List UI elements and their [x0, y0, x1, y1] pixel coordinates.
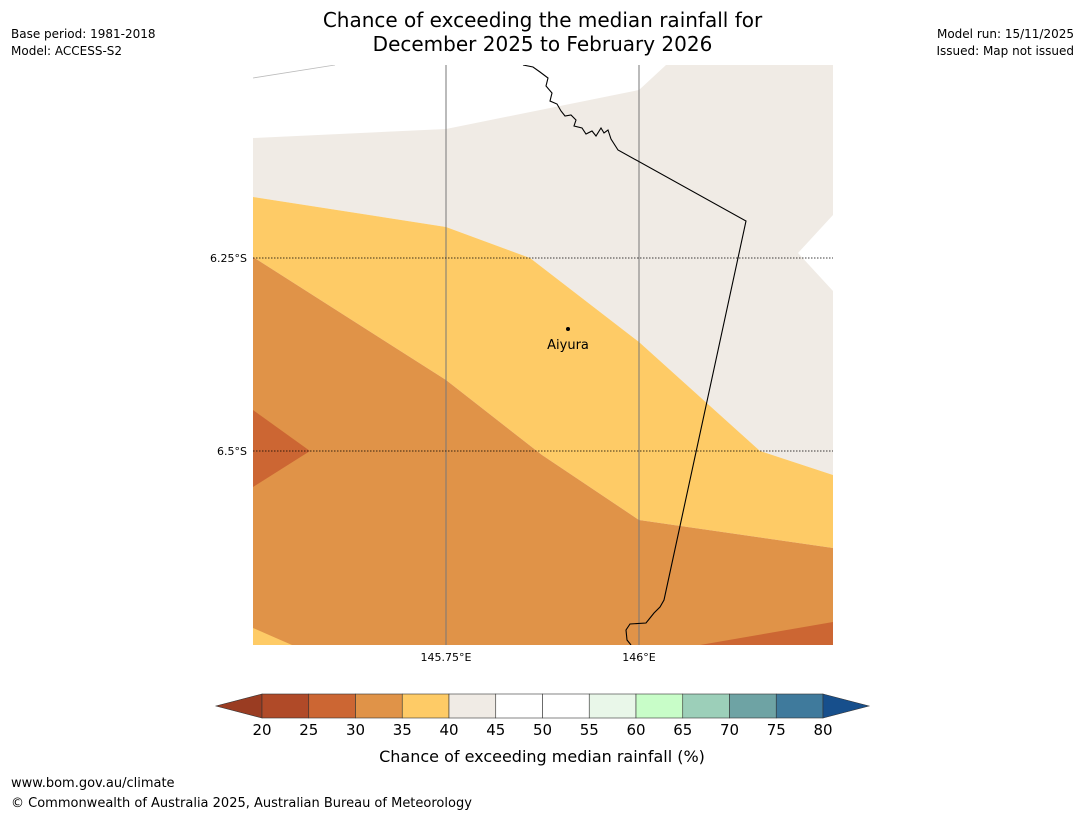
- colorbar-tick-label: 20: [252, 721, 271, 739]
- colorbar-tick-label: 35: [393, 721, 412, 739]
- aiyura-marker[interactable]: [566, 327, 570, 331]
- meta-left: Base period: 1981-2018 Model: ACCESS-S2: [11, 26, 156, 60]
- colorbar-tick-label: 75: [767, 721, 786, 739]
- title-line-1: Chance of exceeding the median rainfall …: [322, 8, 763, 32]
- region-25-30-west: [253, 410, 310, 487]
- province-boundary: [522, 65, 747, 645]
- colorbar-segment: [261, 693, 310, 719]
- issued-text: Issued: Map not issued: [936, 44, 1074, 58]
- colorbar-tick-label: 80: [813, 721, 832, 739]
- coast-fragment: [253, 65, 336, 79]
- region-35-40: [253, 197, 833, 548]
- colorbar-segment: [635, 693, 684, 719]
- model-text: Model: ACCESS-S2: [11, 44, 123, 58]
- colorbar-label: Chance of exceeding median rainfall (%): [379, 747, 705, 766]
- colorbar-tick-label: 40: [439, 721, 458, 739]
- colorbar-tick-labels: 20 25 30 35 40 45 50 55 60 65 70 75 80: [252, 721, 832, 739]
- aiyura-label: Aiyura: [547, 338, 589, 353]
- colorbar-segment: [495, 693, 543, 719]
- model-run-text: Model run: 15/11/2025: [936, 27, 1074, 41]
- colorbar-segment: [448, 693, 497, 719]
- title-line-2: December 2025 to February 2026: [372, 32, 713, 56]
- colorbar-tick-label: 25: [299, 721, 318, 739]
- lon-label-146: 146°E: [622, 651, 655, 664]
- footer-copyright: © Commonwealth of Australia 2025, Austra…: [11, 796, 472, 811]
- colorbar-tick-label: 70: [720, 721, 739, 739]
- footer: www.bom.gov.au/climate © Commonwealth of…: [11, 774, 472, 814]
- colorbar-segment: [355, 693, 403, 719]
- colorbar: [214, 693, 871, 719]
- colorbar-segment: [588, 693, 637, 719]
- base-period-text: Base period: 1981-2018: [11, 27, 156, 41]
- colorbar-segment: [775, 693, 824, 719]
- map-title: Chance of exceeding the median rainfall …: [0, 8, 1085, 56]
- colorbar-under-arrow: [214, 693, 263, 719]
- lat-label-6-25: 6.25°S: [210, 252, 247, 265]
- meta-right: Model run: 15/11/2025 Issued: Map not is…: [936, 26, 1074, 60]
- colorbar-segment: [542, 693, 590, 719]
- colorbar-tick-label: 50: [533, 721, 552, 739]
- map-area[interactable]: [253, 65, 833, 645]
- region-35-40-corner: [253, 628, 292, 645]
- colorbar-tick-label: 60: [626, 721, 645, 739]
- colorbar-tick-label: 45: [486, 721, 505, 739]
- region-25-30-south: [700, 622, 833, 645]
- footer-url[interactable]: www.bom.gov.au/climate: [11, 776, 175, 791]
- colorbar-segment: [729, 693, 777, 719]
- colorbar-tick-label: 30: [346, 721, 365, 739]
- lon-label-145-75: 145.75°E: [421, 651, 472, 664]
- region-30-35: [253, 257, 833, 645]
- region-40-45: [253, 65, 833, 475]
- lat-label-6-5: 6.5°S: [217, 445, 247, 458]
- colorbar-segment: [401, 693, 450, 719]
- colorbar-tick-label: 55: [580, 721, 599, 739]
- colorbar-tick-label: 65: [673, 721, 692, 739]
- colorbar-over-arrow: [822, 693, 871, 719]
- colorbar-segment: [682, 693, 730, 719]
- colorbar-segment: [308, 693, 356, 719]
